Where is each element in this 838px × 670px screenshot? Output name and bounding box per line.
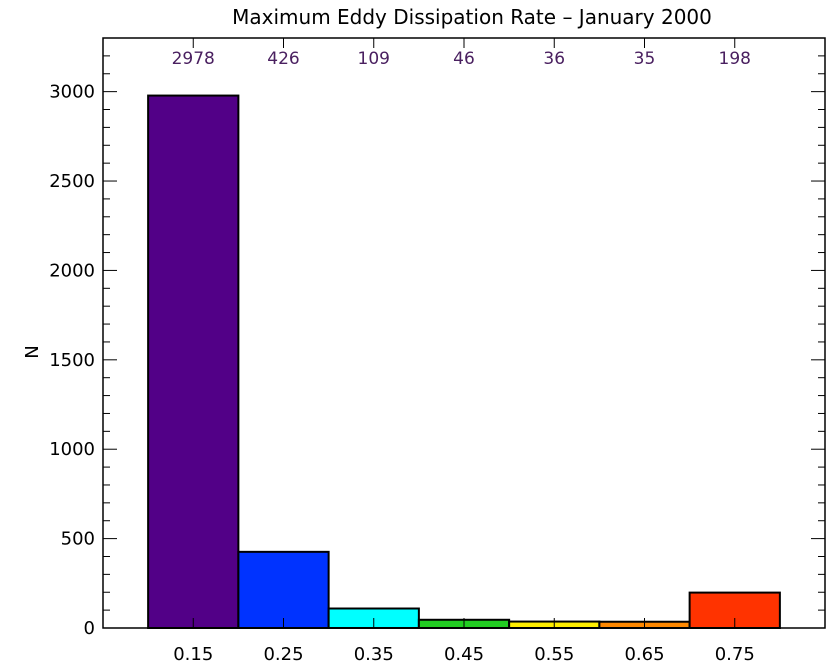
bar-0.25 [237,550,330,629]
x-tick-label: 0.75 [715,644,755,665]
x-tick-label: 0.25 [263,644,303,665]
chart-title: Maximum Eddy Dissipation Rate – January … [232,5,712,29]
y-tick-label: 1000 [49,439,95,460]
plot-frame [102,37,826,629]
bar-0.15 [147,94,240,629]
y-tick-label: 3000 [49,82,95,103]
y-tick-label: 1500 [49,350,95,371]
bar-count-label: 2978 [172,49,215,69]
y-tick-label: 2000 [49,260,95,281]
bar-count-label: 198 [719,49,751,69]
y-tick-label: 0 [84,618,95,639]
y-tick-label: 500 [61,529,95,550]
x-tick-label: 0.55 [534,644,574,665]
bar-count-label: 46 [453,49,475,69]
bar-count-label: 109 [358,49,390,69]
bar-count-label: 36 [543,49,565,69]
x-tick-label: 0.35 [354,644,394,665]
x-tick-label: 0.15 [173,644,213,665]
plot-area: 2978 0.15 426 0.25 109 0.35 46 0.45 36 0.55 35 0.65… [49,37,826,665]
bar-count-label: 426 [267,49,299,69]
y-axis-label: N [22,345,43,358]
y-tick-label: 2500 [49,171,95,192]
x-tick-label: 0.65 [624,644,664,665]
bar-count-label: 35 [634,49,656,69]
x-tick-label: 0.45 [444,644,484,665]
